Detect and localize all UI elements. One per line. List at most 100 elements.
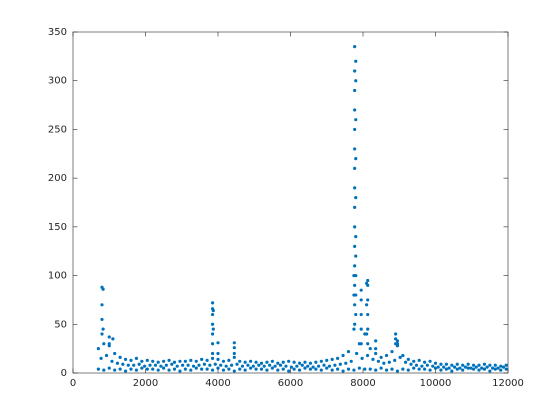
- point: [420, 364, 424, 368]
- point: [366, 312, 370, 317]
- point: [365, 281, 369, 285]
- point: [353, 186, 357, 190]
- point: [292, 360, 296, 364]
- point: [482, 367, 487, 371]
- point: [354, 118, 358, 122]
- point: [480, 366, 484, 370]
- point: [162, 366, 166, 370]
- point: [353, 225, 357, 229]
- point: [137, 362, 141, 366]
- point: [167, 368, 171, 372]
- point: [178, 369, 182, 373]
- point: [477, 363, 481, 367]
- point: [153, 363, 158, 367]
- x-tick-label: 8000: [350, 378, 375, 389]
- point: [455, 362, 459, 366]
- point: [148, 363, 152, 367]
- point: [359, 312, 363, 317]
- point: [338, 362, 342, 366]
- point: [322, 363, 326, 367]
- point: [251, 364, 255, 368]
- point: [458, 366, 462, 370]
- point: [496, 366, 500, 370]
- point: [110, 359, 114, 363]
- point: [471, 367, 476, 371]
- point: [393, 358, 397, 362]
- point: [123, 369, 128, 373]
- point: [162, 359, 166, 363]
- point: [284, 364, 288, 368]
- point: [469, 366, 473, 370]
- point: [352, 368, 356, 372]
- point: [366, 342, 370, 346]
- point: [360, 356, 364, 360]
- point: [366, 278, 370, 283]
- point: [107, 342, 111, 346]
- point: [238, 359, 242, 363]
- point: [210, 332, 215, 336]
- point: [208, 363, 212, 367]
- y-tick-label: 150: [48, 222, 67, 233]
- point: [452, 365, 457, 369]
- point: [354, 235, 358, 239]
- point: [365, 303, 369, 307]
- point: [319, 359, 323, 363]
- point: [368, 367, 372, 371]
- point: [121, 362, 125, 366]
- y-tick-label: 100: [48, 271, 67, 282]
- point: [167, 358, 171, 362]
- point: [268, 363, 272, 367]
- point: [175, 364, 179, 368]
- point: [240, 364, 245, 368]
- point: [308, 361, 313, 365]
- point: [455, 367, 459, 371]
- point: [353, 127, 357, 132]
- point: [210, 342, 215, 346]
- point: [243, 368, 247, 372]
- point: [354, 312, 358, 317]
- points: [96, 45, 508, 373]
- point: [254, 360, 258, 364]
- point: [359, 298, 363, 302]
- point: [100, 317, 104, 322]
- point: [210, 312, 215, 317]
- point: [395, 369, 400, 373]
- y-tick-label: 0: [61, 368, 67, 379]
- point: [447, 366, 451, 370]
- point: [297, 361, 302, 365]
- point: [353, 322, 357, 326]
- point: [311, 365, 315, 369]
- point: [423, 360, 427, 364]
- point: [461, 363, 465, 367]
- point: [249, 359, 253, 363]
- point: [354, 254, 358, 258]
- point: [265, 360, 269, 364]
- point: [194, 359, 198, 363]
- point: [319, 368, 323, 372]
- point: [205, 367, 209, 371]
- point: [292, 367, 296, 371]
- point: [450, 363, 454, 367]
- point: [216, 351, 220, 356]
- point: [406, 368, 410, 372]
- point: [359, 288, 363, 292]
- point: [273, 364, 277, 368]
- point: [210, 368, 215, 372]
- point: [374, 347, 378, 351]
- point: [409, 362, 413, 366]
- point: [501, 365, 506, 369]
- point: [414, 363, 419, 367]
- point: [276, 368, 280, 372]
- point: [439, 362, 443, 366]
- point: [210, 322, 215, 326]
- point: [246, 363, 250, 367]
- point: [129, 367, 133, 371]
- point: [314, 367, 318, 371]
- x-tick-label: 10000: [420, 378, 452, 389]
- point: [210, 356, 215, 360]
- point: [444, 367, 448, 371]
- point: [156, 368, 160, 372]
- point: [376, 359, 381, 363]
- point: [499, 364, 503, 368]
- point: [111, 337, 115, 341]
